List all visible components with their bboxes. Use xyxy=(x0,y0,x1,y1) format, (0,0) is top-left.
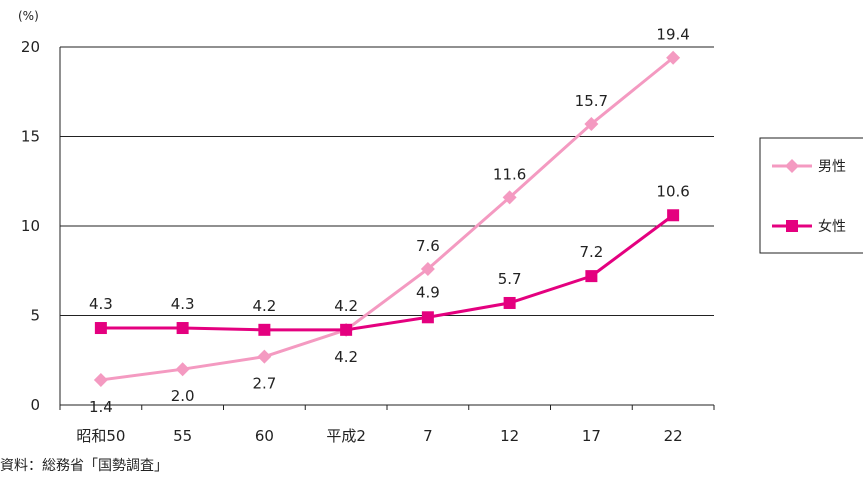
data-point xyxy=(258,323,271,336)
data-point xyxy=(93,372,108,387)
data-point xyxy=(94,322,107,335)
x-tick-label: 昭和50 xyxy=(76,427,125,445)
legend-label: 女性 xyxy=(818,218,846,235)
data-label: 4.3 xyxy=(89,295,113,313)
y-tick-label: 15 xyxy=(21,128,40,146)
x-tick-label: 17 xyxy=(582,427,601,445)
legend-box xyxy=(759,137,863,254)
data-point xyxy=(420,261,435,276)
y-tick-label: 5 xyxy=(30,307,40,325)
y-tick-label: 20 xyxy=(21,38,40,56)
data-point xyxy=(502,190,517,205)
data-point xyxy=(584,116,599,131)
data-point xyxy=(421,311,434,324)
data-point xyxy=(503,296,516,309)
data-point xyxy=(340,323,353,336)
x-tick-label: 22 xyxy=(664,427,683,445)
data-label: 7.2 xyxy=(579,243,603,261)
y-tick-label: 10 xyxy=(21,217,40,235)
data-label: 7.6 xyxy=(416,237,440,255)
series-line xyxy=(100,214,675,332)
x-tick-label: 55 xyxy=(173,427,192,445)
data-point xyxy=(585,270,598,283)
data-label: 19.4 xyxy=(656,26,689,44)
data-label: 2.7 xyxy=(252,375,276,393)
legend-swatch-marker xyxy=(785,159,799,173)
y-tick-label: 0 xyxy=(30,396,40,414)
data-point xyxy=(667,209,680,222)
data-point xyxy=(175,362,190,377)
data-label: 4.3 xyxy=(171,295,195,313)
data-label: 15.7 xyxy=(575,92,608,110)
data-label: 11.6 xyxy=(493,165,526,183)
data-label: 2.0 xyxy=(171,387,195,405)
source-note: 資料：総務省「国勢調査」 xyxy=(0,458,168,474)
x-tick-label: 12 xyxy=(500,427,519,445)
legend-label: 男性 xyxy=(818,159,846,175)
y-axis-unit: (%) xyxy=(18,9,39,23)
data-label: 4.2 xyxy=(334,348,358,366)
data-point xyxy=(176,322,189,335)
data-label: 10.6 xyxy=(656,182,689,200)
series-line xyxy=(100,56,675,382)
data-point xyxy=(257,349,272,364)
x-tick-label: 7 xyxy=(423,427,433,445)
data-point xyxy=(666,50,681,65)
series-2 xyxy=(94,209,680,336)
data-label: 4.9 xyxy=(416,283,440,301)
x-tick-label: 60 xyxy=(255,427,274,445)
x-tick-label: 平成2 xyxy=(326,427,366,445)
data-label: 5.7 xyxy=(498,270,522,288)
data-label: 1.4 xyxy=(89,398,113,416)
data-label: 4.2 xyxy=(334,297,358,315)
data-label: 4.2 xyxy=(252,297,276,315)
legend-swatch-marker xyxy=(786,220,798,232)
